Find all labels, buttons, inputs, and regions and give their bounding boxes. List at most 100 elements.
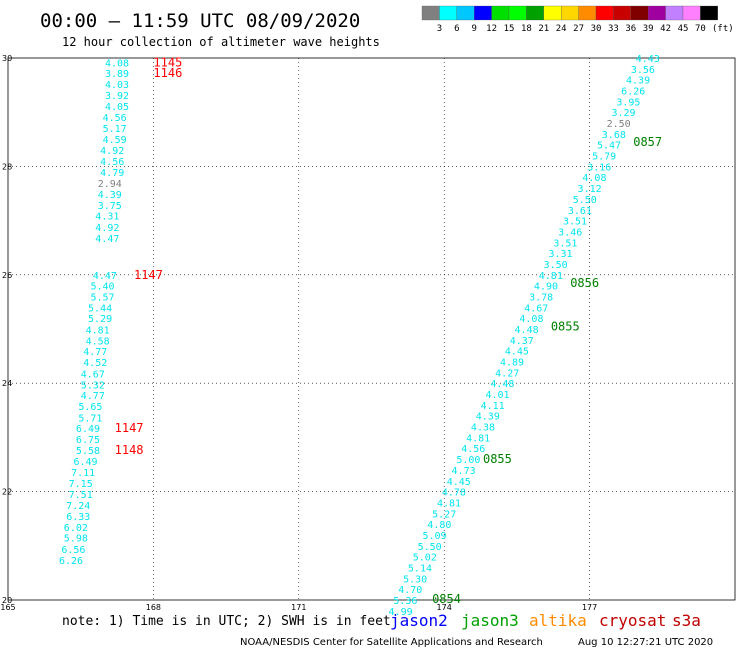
- legend-swatch: [648, 5, 666, 21]
- wave-height-point: 5.17: [103, 124, 127, 135]
- wave-height-point: 4.47: [93, 271, 117, 282]
- time-label: 0857: [633, 135, 662, 149]
- footer-credit: NOAA/NESDIS Center for Satellite Applica…: [240, 637, 543, 648]
- legend-tick-label: 33: [608, 24, 619, 34]
- x-tick-label: 174: [437, 603, 452, 612]
- wave-height-point: 3.29: [611, 108, 635, 119]
- x-tick-label: 171: [291, 603, 306, 612]
- wave-height-point: 5.27: [432, 509, 456, 520]
- wave-height-point: 3.68: [602, 130, 626, 141]
- wave-height-point: 4.79: [100, 168, 124, 179]
- wave-height-point: 4.08: [105, 58, 129, 69]
- legend-swatch: [456, 5, 475, 21]
- wave-height-point: 5.65: [78, 402, 102, 413]
- wave-height-point: 4.67: [524, 303, 548, 314]
- time-label: 0854: [432, 592, 461, 606]
- wave-height-point: 4.81: [466, 433, 490, 444]
- wave-height-point: 5.40: [90, 282, 114, 293]
- y-tick-label: 28: [2, 162, 12, 171]
- wave-height-point: 3.75: [98, 201, 122, 212]
- wave-height-point: 5.79: [592, 152, 616, 163]
- legend-swatch: [526, 5, 544, 21]
- chart-subtitle: 12 hour collection of altimeter wave hei…: [62, 35, 380, 49]
- wave-height-point: 5.00: [456, 455, 480, 466]
- wave-height-point: 3.56: [631, 65, 655, 76]
- wave-height-point: 4.45: [505, 347, 529, 358]
- wave-height-point: 4.47: [95, 234, 119, 245]
- wave-height-point: 7.24: [66, 501, 90, 512]
- wave-height-point: 4.92: [95, 223, 119, 234]
- wave-height-point: 4.89: [500, 358, 524, 369]
- wave-height-point: 4.43: [636, 54, 660, 65]
- wave-height-point: 3.51: [563, 217, 587, 228]
- wave-height-point: 4.52: [83, 358, 107, 369]
- legend-swatch: [439, 5, 457, 21]
- wave-height-point: 3.51: [553, 238, 577, 249]
- legend-swatch: [543, 5, 562, 21]
- wave-height-point: 3.31: [548, 249, 572, 260]
- wave-height-point: 7.51: [69, 490, 93, 501]
- legend-tick-label: 30: [591, 24, 602, 34]
- wave-height-point: 4.37: [510, 336, 534, 347]
- legend-swatch: [595, 5, 614, 21]
- wave-height-point: 4.48: [490, 379, 514, 390]
- wave-height-point: 6.26: [59, 556, 83, 567]
- wave-height-point: 4.05: [105, 102, 129, 113]
- wave-height-point: 6.02: [64, 523, 88, 534]
- wave-height-point: 5.36: [393, 596, 417, 607]
- color-legend: 3 6 9 12 15 18 21 24 27 30 33 36 39 42 45 70: [421, 5, 718, 34]
- mission-legend: jason2 jason3 altika cryosat s3a: [390, 611, 701, 630]
- wave-height-point: 4.90: [534, 282, 558, 293]
- wave-height-point: 2.94: [98, 179, 122, 190]
- wave-height-point: 4.01: [485, 390, 509, 401]
- time-label: 0856: [570, 276, 599, 290]
- wave-height-point: 5.50: [418, 542, 442, 553]
- wave-height-point: 6.49: [76, 424, 100, 435]
- mission-label: altika: [529, 611, 587, 630]
- legend-tick-label: 27: [573, 24, 584, 34]
- wave-height-point: 4.48: [515, 325, 539, 336]
- wave-height-point: 4.11: [481, 401, 505, 412]
- wave-height-point: 5.30: [403, 574, 427, 585]
- wave-height-point: 4.38: [471, 423, 495, 434]
- wave-height-point: 3.78: [529, 292, 553, 303]
- wave-height-point: 4.39: [98, 190, 122, 201]
- legend-swatch: [578, 5, 597, 21]
- chart-title: 00:00 – 11:59 UTC 08/09/2020: [40, 10, 360, 32]
- legend-tick-label: 12: [486, 24, 497, 34]
- wave-height-point: 4.92: [100, 146, 124, 157]
- wave-height-point: 5.98: [64, 534, 88, 545]
- wave-height-point: 4.56: [103, 113, 127, 124]
- axis-ticks: 165 168 171 174 177 20 22 24 26 28 30: [0, 54, 597, 612]
- y-tick-label: 26: [2, 271, 12, 280]
- wave-height-point: 5.44: [88, 303, 112, 314]
- x-tick-label: 177: [582, 603, 597, 612]
- wave-height-points: 4.083.894.033.924.054.565.174.594.924.56…: [59, 54, 660, 618]
- wave-height-point: 5.71: [78, 413, 102, 424]
- wave-height-point: 4.31: [95, 212, 119, 223]
- wave-height-point: 4.39: [626, 76, 650, 87]
- wave-height-point: 5.09: [422, 531, 446, 542]
- wave-height-point: 4.81: [437, 498, 461, 509]
- wave-height-point: 4.56: [461, 444, 485, 455]
- x-tick-label: 165: [0, 603, 15, 612]
- wave-height-point: 4.77: [81, 391, 105, 402]
- legend-tick-label: 70: [695, 24, 706, 34]
- time-label: 1145: [153, 55, 182, 69]
- legend-swatch: [613, 5, 631, 21]
- x-tick-label: 168: [146, 603, 161, 612]
- wave-height-point: 4.56: [100, 157, 124, 168]
- wave-height-point: 3.92: [105, 91, 129, 102]
- legend-tick-label: 15: [504, 24, 515, 34]
- wave-height-point: 3.16: [587, 162, 611, 173]
- wave-height-point: 4.81: [539, 271, 563, 282]
- wave-height-point: 3.50: [544, 260, 568, 271]
- wave-height-point: 7.11: [71, 468, 95, 479]
- wave-height-point: 5.47: [597, 141, 621, 152]
- legend-tick-label: 18: [521, 24, 532, 34]
- wave-height-point: 5.58: [76, 446, 100, 457]
- wave-height-point: 6.49: [73, 457, 97, 468]
- legend-tick-label: 24: [556, 24, 567, 34]
